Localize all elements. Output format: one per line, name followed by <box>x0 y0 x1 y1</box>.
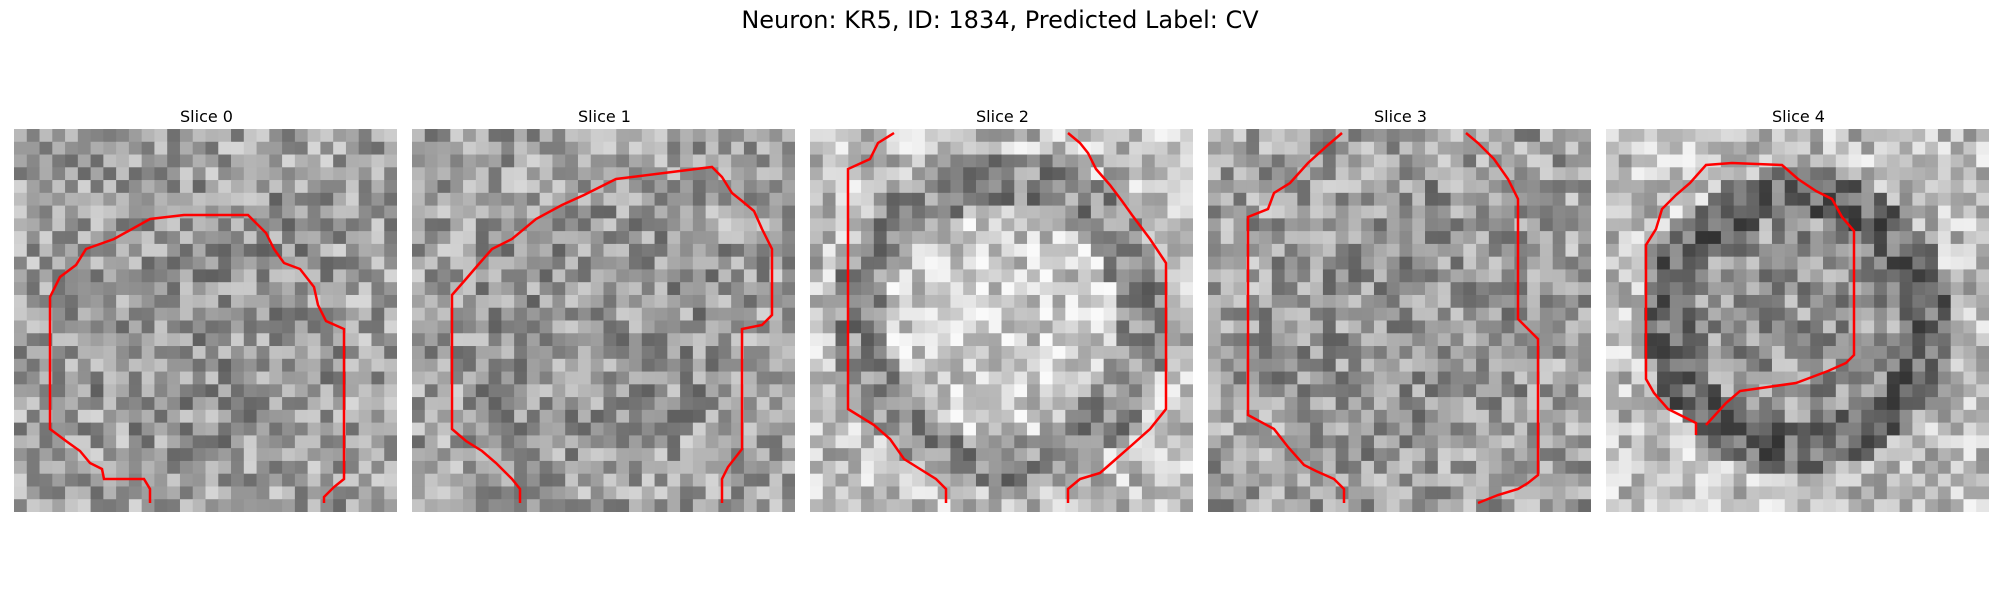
segmentation-contour <box>450 165 774 503</box>
slice-panel: Slice 4 <box>1606 105 1991 512</box>
segmentation-contour <box>1246 132 1346 503</box>
grayscale-pixels <box>412 129 795 512</box>
slice-title: Slice 0 <box>180 107 233 126</box>
slice-image <box>810 129 1193 512</box>
slice-image <box>14 129 397 512</box>
slice-title: Slice 1 <box>578 107 631 126</box>
slice-panel: Slice 1 <box>412 105 797 512</box>
slice-image <box>1606 129 1989 512</box>
slice-title: Slice 2 <box>976 107 1029 126</box>
grayscale-pixels <box>14 129 397 512</box>
segmentation-contour <box>48 213 346 503</box>
grayscale-pixels <box>810 129 1193 512</box>
slice-title: Slice 4 <box>1772 107 1825 126</box>
slice-image <box>412 129 795 512</box>
segmentation-contour <box>1066 132 1168 503</box>
segmentation-contour <box>1465 132 1540 505</box>
grayscale-pixels <box>1606 129 1989 512</box>
slice-panel: Slice 2 <box>810 105 1195 512</box>
segmentation-contour <box>1644 161 1856 435</box>
slice-image <box>1208 129 1591 512</box>
figure-title: Neuron: KR5, ID: 1834, Predicted Label: … <box>741 6 1259 34</box>
slice-panel: Slice 0 <box>14 105 399 512</box>
slice-title: Slice 3 <box>1374 107 1427 126</box>
segmentation-contour <box>846 131 948 503</box>
grayscale-pixels <box>1208 129 1591 512</box>
slice-panel: Slice 3 <box>1208 105 1593 512</box>
